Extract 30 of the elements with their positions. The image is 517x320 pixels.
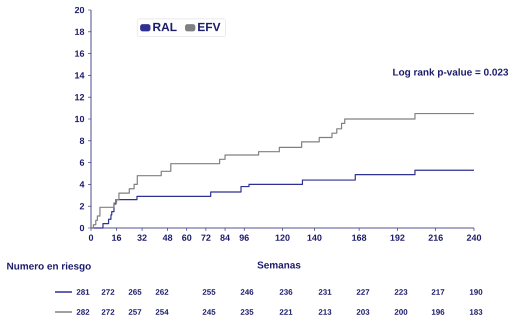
x-tick-label: 120 (276, 234, 290, 241)
x-tick-label: 84 (220, 234, 230, 241)
x-tick-label: 0 (88, 234, 94, 241)
y-tick-label: 20 (74, 6, 84, 14)
x-tick-label: 60 (182, 234, 192, 241)
x-axis-title: Semanas (257, 261, 300, 269)
legend-label: RAL (153, 22, 177, 32)
y-tick-label: 8 (80, 138, 84, 144)
x-tick-label: 32 (137, 234, 147, 241)
y-tick-label: 6 (80, 159, 84, 166)
y-tick-label: 10 (75, 116, 84, 122)
x-tick-label: 16 (112, 234, 122, 241)
y-tick-label: 2 (80, 203, 84, 210)
x-tick-label: 168 (352, 234, 366, 241)
y-tick-label: 16 (75, 50, 84, 57)
x-tick-label: 192 (390, 234, 405, 241)
y-tick-label: 0 (80, 224, 84, 232)
y-tick-label: 4 (80, 181, 84, 188)
text: Numero en riesgo (7, 262, 91, 272)
x-tick-label: 140 (308, 234, 322, 241)
y-tick-label: 14 (75, 72, 84, 78)
x-tick-label: 216 (428, 234, 443, 241)
x-tick-label: 96 (240, 234, 249, 241)
y-tick-label: 12 (75, 94, 84, 100)
x-tick-label: 240 (466, 234, 482, 241)
x-tick-label: 72 (201, 234, 211, 241)
x-tick-label: 48 (162, 234, 172, 241)
legend-label: EFV (198, 22, 220, 32)
annotation: Log rank p-value = 0.023 (393, 68, 508, 78)
y-tick-label: 18 (75, 28, 84, 35)
